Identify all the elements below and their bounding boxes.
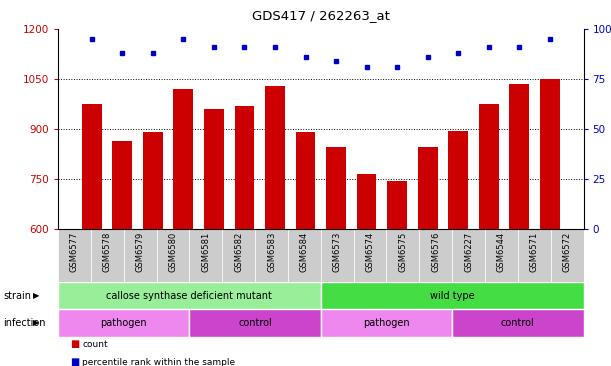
FancyBboxPatch shape <box>156 229 189 282</box>
Bar <box>448 131 468 229</box>
Text: percentile rank within the sample: percentile rank within the sample <box>82 358 236 366</box>
Bar <box>143 132 163 229</box>
FancyBboxPatch shape <box>222 229 255 282</box>
Text: GSM6583: GSM6583 <box>267 231 276 272</box>
FancyBboxPatch shape <box>58 309 189 337</box>
Text: GSM6544: GSM6544 <box>497 231 506 272</box>
FancyBboxPatch shape <box>91 229 123 282</box>
FancyBboxPatch shape <box>518 229 551 282</box>
FancyBboxPatch shape <box>321 309 452 337</box>
Text: infection: infection <box>3 318 46 328</box>
Text: GSM6575: GSM6575 <box>398 231 408 272</box>
Text: GSM6582: GSM6582 <box>234 231 243 272</box>
Text: strain: strain <box>3 291 31 300</box>
FancyBboxPatch shape <box>551 229 584 282</box>
Text: GSM6576: GSM6576 <box>431 231 440 272</box>
Text: GSM6578: GSM6578 <box>103 231 112 272</box>
Bar <box>387 180 407 229</box>
Bar <box>82 104 102 229</box>
Bar <box>235 106 254 229</box>
Text: GSM6574: GSM6574 <box>365 231 375 272</box>
Text: ■: ■ <box>70 339 79 349</box>
FancyBboxPatch shape <box>485 229 518 282</box>
Bar <box>418 147 437 229</box>
FancyBboxPatch shape <box>321 282 584 309</box>
FancyBboxPatch shape <box>387 229 419 282</box>
Text: ▶: ▶ <box>34 291 40 300</box>
Text: ▶: ▶ <box>34 318 40 328</box>
FancyBboxPatch shape <box>452 309 584 337</box>
Text: GSM6571: GSM6571 <box>530 231 539 272</box>
FancyBboxPatch shape <box>58 282 321 309</box>
Text: control: control <box>238 318 272 328</box>
Bar <box>112 141 133 229</box>
FancyBboxPatch shape <box>58 229 91 282</box>
Text: wild type: wild type <box>430 291 475 300</box>
FancyBboxPatch shape <box>255 229 288 282</box>
Text: control: control <box>501 318 535 328</box>
FancyBboxPatch shape <box>189 229 222 282</box>
Text: GSM6573: GSM6573 <box>333 231 342 272</box>
Text: GSM6581: GSM6581 <box>202 231 210 272</box>
Text: GSM6584: GSM6584 <box>300 231 309 272</box>
FancyBboxPatch shape <box>452 229 485 282</box>
Text: pathogen: pathogen <box>100 318 147 328</box>
FancyBboxPatch shape <box>321 229 354 282</box>
Text: GSM6572: GSM6572 <box>563 231 571 272</box>
Bar <box>265 86 285 229</box>
Text: GSM6577: GSM6577 <box>70 231 79 272</box>
Text: ■: ■ <box>70 357 79 366</box>
Text: callose synthase deficient mutant: callose synthase deficient mutant <box>106 291 273 300</box>
FancyBboxPatch shape <box>123 229 156 282</box>
Bar <box>509 84 529 229</box>
Text: GSM6227: GSM6227 <box>464 231 473 272</box>
Text: GSM6580: GSM6580 <box>169 231 177 272</box>
FancyBboxPatch shape <box>419 229 452 282</box>
Bar <box>326 147 346 229</box>
FancyBboxPatch shape <box>354 229 387 282</box>
Text: GSM6579: GSM6579 <box>136 231 145 272</box>
Text: GDS417 / 262263_at: GDS417 / 262263_at <box>252 9 390 22</box>
Text: count: count <box>82 340 108 348</box>
Text: pathogen: pathogen <box>363 318 410 328</box>
Bar <box>357 174 376 229</box>
FancyBboxPatch shape <box>189 309 321 337</box>
Bar <box>174 89 193 229</box>
FancyBboxPatch shape <box>288 229 321 282</box>
Bar <box>204 109 224 229</box>
Bar <box>296 132 315 229</box>
Bar <box>540 79 560 229</box>
Bar <box>479 104 499 229</box>
